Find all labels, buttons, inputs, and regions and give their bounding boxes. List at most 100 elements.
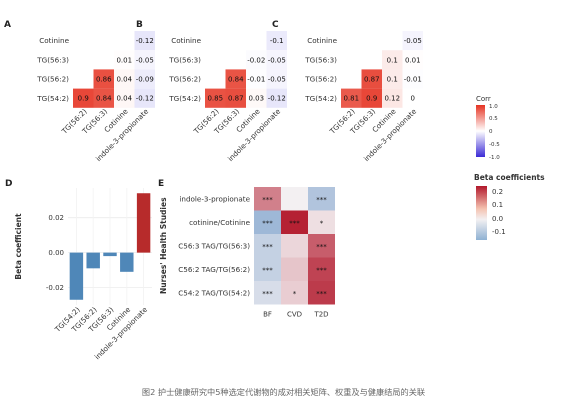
- significance-label: ***: [316, 266, 327, 274]
- corr-tick-1: 1.0: [489, 104, 498, 110]
- significance-label: ***: [262, 196, 273, 204]
- row-label: TG(56:2): [304, 75, 337, 84]
- heatmap-cell: [266, 88, 287, 108]
- heatmap-cell: [254, 210, 281, 234]
- cell-label: 0.01: [405, 56, 421, 64]
- bar: [103, 252, 117, 257]
- heatmap-cell: [382, 69, 403, 89]
- heatmap-cell: [382, 88, 403, 108]
- heatmap-cell: [225, 88, 246, 108]
- cell-label: 0.1: [387, 76, 398, 84]
- row-label: cotinine/Cotinine: [189, 218, 250, 227]
- row-label: TG(56:3): [168, 55, 201, 64]
- y-axis-label: Beta coefficient: [14, 213, 23, 280]
- cell-label: 0.9: [366, 95, 377, 103]
- row-label: TG(56:2): [168, 75, 201, 84]
- heatmap-cell: [402, 31, 423, 51]
- cell-label: -0.02: [247, 56, 265, 64]
- row-label: C56:3 TAG/TG(56:3): [178, 241, 250, 250]
- bar: [86, 252, 100, 269]
- cell-label: -0.05: [268, 76, 286, 84]
- cell-label: 0.04: [116, 76, 132, 84]
- heatmap-cell: [308, 257, 335, 281]
- beta-legend: Beta coefficients 0.2 0.1 0.0 -0.1: [474, 173, 545, 240]
- heatmap-cell: [281, 281, 308, 305]
- heatmap-cell: [254, 187, 281, 211]
- panel-letter: C: [272, 20, 279, 30]
- heatmap-cell: [308, 234, 335, 258]
- heatmap-cell: [254, 234, 281, 258]
- y-tick-label: 0.00: [48, 249, 64, 257]
- panel-letter: D: [5, 179, 12, 189]
- cell-label: -0.05: [404, 37, 422, 45]
- significance-label: ***: [262, 290, 273, 298]
- heatmap-cell: [205, 88, 226, 108]
- heatmap-cell: [246, 50, 267, 70]
- row-label: Cotinine: [39, 36, 69, 45]
- significance-label: *: [293, 290, 297, 298]
- row-label: Cotinine: [307, 36, 337, 45]
- figure: A Cotinine -0.12 TG(56:3) 0.01 -0.05 TG(56:2) 0…: [4, 20, 545, 361]
- panel-d: D0.020.00-0.02TG(54:2)TG(56:2)TG(56:3)Co…: [5, 179, 152, 361]
- beta-tick-4: -0.1: [492, 228, 506, 236]
- heatmap-cell: [308, 281, 335, 305]
- heatmap-cell: [281, 210, 308, 234]
- heatmap-cell: [246, 69, 267, 89]
- heatmap-cell: [402, 69, 423, 89]
- row-label: TG(56:3): [304, 55, 337, 64]
- corr-legend-title: Corr: [476, 95, 491, 103]
- heatmap-cell: [308, 210, 335, 234]
- cell-label: -0.12: [136, 95, 154, 103]
- beta-colorbar: [476, 186, 487, 240]
- row-label: C54:2 TAG/TG(54:2): [178, 288, 250, 297]
- beta-tick-3: 0.0: [492, 215, 503, 223]
- heatmap-cell: [361, 88, 382, 108]
- heatmap-cell: [246, 88, 267, 108]
- cell-label: 0.85: [207, 95, 223, 103]
- y-axis-label: Nurses' Health Studies: [159, 197, 168, 294]
- heatmap-cell: [254, 281, 281, 305]
- heatmap-cell: [266, 31, 287, 51]
- cell-label: 0: [411, 95, 415, 103]
- heatmap-cell: [225, 69, 246, 89]
- cell-label: 0.87: [364, 76, 380, 84]
- cell-label: -0.05: [268, 56, 286, 64]
- col-label: CVD: [287, 311, 302, 319]
- heatmap-cell: [281, 187, 308, 211]
- corr-tick-4: -0.5: [489, 142, 500, 148]
- heatmap-cell: [93, 88, 114, 108]
- significance-label: ***: [289, 219, 300, 227]
- bar: [69, 252, 84, 300]
- heatmap-cell: [382, 50, 403, 70]
- cell-label: -0.01: [247, 76, 265, 84]
- cell-label: -0.09: [136, 76, 154, 84]
- cell-label: 0.84: [228, 76, 244, 84]
- row-label: TG(54:2): [304, 94, 337, 103]
- significance-label: *: [320, 219, 324, 227]
- panel-a: A Cotinine -0.12 TG(56:3) 0.01 -0.05 TG(56:2) 0…: [4, 20, 155, 163]
- heatmap-cell: [361, 69, 382, 89]
- beta-tick-2: 0.1: [492, 201, 503, 209]
- row-label: C56:2 TAG/TG(56:2): [178, 265, 250, 274]
- row-label: TG(54:2): [168, 94, 201, 103]
- heatmap-cell: [134, 50, 155, 70]
- beta-tick-1: 0.2: [492, 188, 503, 196]
- cell-label: 0.84: [96, 95, 112, 103]
- cell-label: 0.87: [228, 95, 244, 103]
- col-label: T2D: [313, 311, 328, 319]
- row-label: TG(54:2): [36, 94, 69, 103]
- significance-label: ***: [316, 290, 327, 298]
- cell-label: -0.12: [136, 37, 154, 45]
- heatmap-cell: [281, 234, 308, 258]
- heatmap-cell: [402, 88, 423, 108]
- cell-label: 0.9: [78, 95, 89, 103]
- heatmap-cell: [73, 88, 94, 108]
- figure-caption: 图2 护士健康研究中5种选定代谢物的成对相关矩阵、权重及与健康结局的关联: [141, 387, 426, 397]
- cell-label: -0.05: [136, 56, 154, 64]
- heatmap-cell: [266, 69, 287, 89]
- cell-label: 0.86: [96, 76, 112, 84]
- heatmap-cell: [308, 187, 335, 211]
- corr-tick-3: 0: [489, 129, 493, 135]
